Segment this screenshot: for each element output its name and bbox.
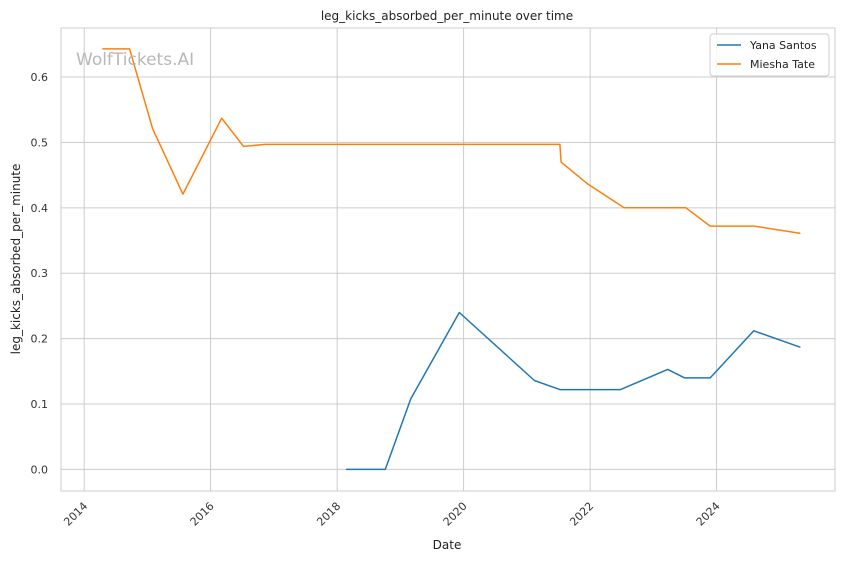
y-tick-labels: 0.0 0.1 0.2 0.3 0.4 0.5 0.6 xyxy=(31,71,49,476)
series-line-yana-santos xyxy=(345,311,801,471)
y-tick-label: 0.2 xyxy=(31,333,49,346)
y-tick-label: 0.4 xyxy=(31,202,49,215)
vertical-gridlines xyxy=(83,28,718,491)
y-axis-label: leg_kicks_absorbed_per_minute xyxy=(9,164,23,355)
series-line-miesha-tate xyxy=(102,48,801,235)
legend-label-miesha-tate: Miesha Tate xyxy=(750,58,815,71)
legend-label-yana-santos: Yana Santos xyxy=(749,39,817,52)
watermark-text: WolfTickets.AI xyxy=(76,50,194,70)
horizontal-gridlines xyxy=(61,76,835,470)
x-axis-label: Date xyxy=(433,538,462,552)
y-tick-label: 0.5 xyxy=(31,136,49,149)
y-tick-label: 0.1 xyxy=(31,398,49,411)
y-tick-label: 0.6 xyxy=(31,71,49,84)
chart-title: leg_kicks_absorbed_per_minute over time xyxy=(321,9,573,23)
plot-area-frame xyxy=(60,27,836,492)
y-tick-label: 0.0 xyxy=(31,463,49,476)
y-tick-label: 0.3 xyxy=(31,267,49,280)
legend: Yana Santos Miesha Tate xyxy=(709,33,830,77)
series-layer xyxy=(102,48,801,471)
